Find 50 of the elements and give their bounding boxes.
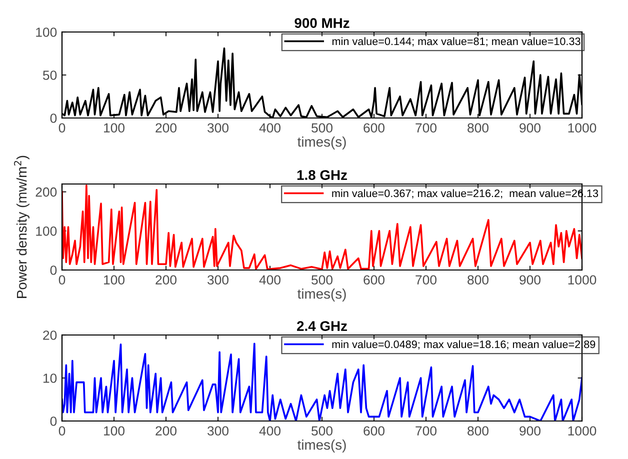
- x-tick-label: 500: [312, 275, 332, 285]
- legend-label: min value=0.144; max value=81; mean value=10.33: [332, 37, 580, 46]
- x-tick-label: 1000: [568, 275, 596, 285]
- y-axis-title: Power density (mw/m$^{2}$): [14, 156, 30, 298]
- x-tick-label: 200: [156, 123, 176, 133]
- x-tick-label: 800: [468, 123, 488, 133]
- x-tick-label: 300: [207, 426, 228, 436]
- chart-title: 2.4 GHz: [297, 321, 347, 331]
- x-tick-label: 100: [104, 275, 124, 285]
- x-tick-label: 900: [520, 426, 540, 436]
- x-tick-label: 300: [207, 123, 228, 133]
- y-tick-label: 0: [50, 114, 57, 123]
- x-tick-label: 700: [416, 123, 436, 133]
- x-tick-label: 700: [416, 275, 436, 285]
- x-axis-title: times(s): [298, 440, 346, 452]
- y-tick-label: 20: [43, 330, 57, 340]
- x-tick-label: 0: [58, 123, 66, 133]
- x-tick-label: 500: [312, 426, 332, 436]
- x-tick-label: 800: [468, 275, 488, 285]
- y-tick-label: 10: [43, 374, 57, 383]
- x-tick-label: 600: [364, 426, 384, 436]
- y-tick-label: 100: [36, 226, 57, 236]
- x-tick-label: 400: [259, 123, 280, 133]
- x-axis-title: times(s): [298, 136, 346, 150]
- x-tick-label: 200: [156, 426, 176, 436]
- y-tick-label: 200: [36, 187, 57, 197]
- x-tick-label: 100: [104, 426, 124, 436]
- x-tick-label: 400: [259, 275, 280, 285]
- x-tick-label: 800: [468, 426, 488, 436]
- y-tick-label: 0: [50, 416, 57, 426]
- x-tick-label: 900: [520, 123, 540, 133]
- x-axis-title: times(s): [298, 288, 346, 302]
- x-tick-label: 0: [58, 426, 66, 436]
- x-tick-label: 700: [416, 426, 436, 436]
- chart-title: 1.8 GHz: [297, 170, 347, 180]
- y-tick-label: 50: [42, 70, 57, 80]
- x-tick-label: 0: [58, 275, 66, 285]
- x-tick-label: 1000: [568, 426, 596, 436]
- x-tick-label: 300: [207, 275, 228, 285]
- x-tick-label: 200: [156, 275, 176, 285]
- x-tick-label: 600: [364, 275, 384, 285]
- x-tick-label: 500: [312, 123, 332, 133]
- x-tick-label: 600: [364, 123, 384, 133]
- x-tick-label: 900: [520, 275, 540, 285]
- y-tick-label: 0: [50, 266, 57, 275]
- chart-title: 900 MHz: [294, 18, 350, 28]
- x-tick-label: 100: [104, 123, 124, 133]
- x-tick-label: 400: [259, 426, 280, 436]
- y-tick-label: 100: [36, 28, 57, 37]
- x-tick-label: 1000: [568, 123, 596, 133]
